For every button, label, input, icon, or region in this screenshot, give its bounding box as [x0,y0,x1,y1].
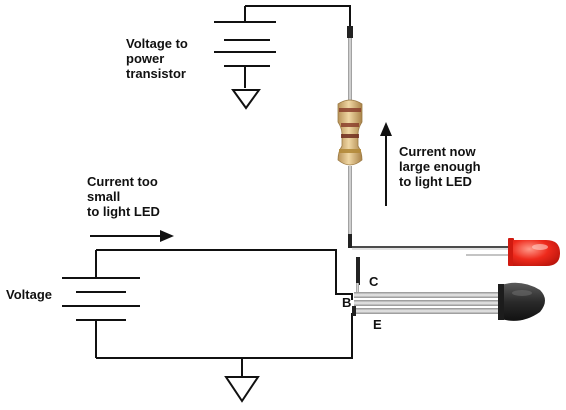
battery-icon [62,250,140,358]
led-lead [352,247,510,249]
bottom-wire [96,250,352,376]
pin-label-emitter: E [373,318,382,332]
label-voltage: Voltage [6,287,52,302]
ground-icon [233,90,259,108]
label-current-too-small: Current too small to light LED [87,174,160,219]
resistor-icon [338,26,362,248]
collector-lead [356,257,360,295]
pin-label-collector: C [369,275,378,289]
battery-icon [214,6,276,88]
ground-icon [226,377,258,401]
arrow-up-icon [380,122,392,206]
top-wire [245,6,350,30]
arrow-right-icon [90,230,174,242]
transistor-icon [352,283,545,321]
pin-label-base: B [342,296,351,310]
label-current-now-large: Current now large enough to light LED [399,144,481,189]
led-icon [466,238,560,266]
label-voltage-to-power-transistor: Voltage to power transistor [126,36,188,81]
